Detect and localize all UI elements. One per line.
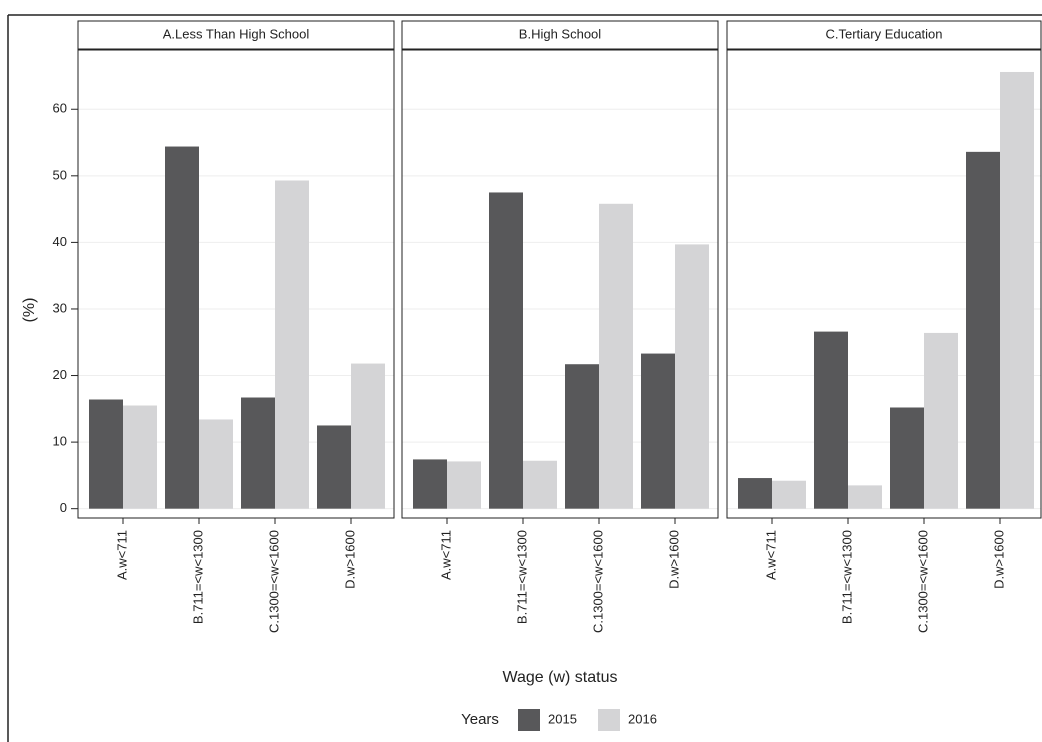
- bar: [966, 151, 1000, 509]
- bar: [924, 332, 958, 509]
- x-axis-title: Wage (w) status: [503, 669, 618, 686]
- bar: [317, 425, 351, 509]
- panel-border: [77, 49, 395, 519]
- bar: [123, 405, 157, 509]
- x-tick-label: A.w<711: [114, 530, 129, 580]
- legend-swatch: [598, 709, 620, 731]
- bar: [565, 364, 599, 509]
- x-tick-label: B.711=<w<1300: [839, 530, 854, 624]
- panel-title: A.Less Than High School: [163, 26, 310, 41]
- x-tick-label: C.1300=<w<1600: [266, 530, 281, 633]
- x-tick-label: A.w<711: [438, 530, 453, 580]
- y-tick-label: 50: [53, 167, 67, 182]
- x-tick-label: D.w>1600: [342, 530, 357, 589]
- x-tick-label: B.711=<w<1300: [190, 530, 205, 624]
- legend-label: 2016: [628, 711, 657, 726]
- bar: [489, 192, 523, 509]
- panel-title: C.Tertiary Education: [825, 26, 942, 41]
- bar: [199, 419, 233, 509]
- panel-border: [401, 49, 719, 519]
- bar: [413, 459, 447, 509]
- legend-title: Years: [461, 711, 499, 728]
- bar: [848, 485, 882, 509]
- panel-header: [726, 20, 1042, 50]
- x-tick-label: D.w>1600: [666, 530, 681, 589]
- x-tick-label: D.w>1600: [991, 530, 1006, 589]
- y-tick-label: 10: [53, 434, 67, 449]
- bar: [275, 180, 309, 509]
- bar: [523, 460, 557, 509]
- legend-swatch: [518, 709, 540, 731]
- x-tick-label: C.1300=<w<1600: [590, 530, 605, 633]
- panel-header: [401, 20, 719, 50]
- bar: [241, 397, 275, 509]
- y-tick-label: 20: [53, 367, 67, 382]
- y-tick-label: 30: [53, 300, 67, 315]
- bar: [772, 480, 806, 509]
- bar: [447, 461, 481, 509]
- x-tick-label: B.711=<w<1300: [514, 530, 529, 624]
- bar: [641, 353, 675, 509]
- panel-border: [726, 49, 1042, 519]
- panel-title: B.High School: [519, 26, 601, 41]
- y-tick-label: 60: [53, 101, 67, 116]
- bar: [738, 478, 772, 509]
- bar: [675, 244, 709, 509]
- bar: [89, 399, 123, 509]
- y-axis-title: (%): [21, 298, 38, 323]
- bar: [1000, 71, 1034, 509]
- panel-header: [77, 20, 395, 50]
- x-tick-label: C.1300=<w<1600: [915, 530, 930, 633]
- x-tick-label: A.w<711: [763, 530, 778, 580]
- bar: [814, 331, 848, 509]
- bar: [599, 203, 633, 509]
- legend-label: 2015: [548, 711, 577, 726]
- bar: [890, 407, 924, 509]
- y-tick-label: 0: [60, 500, 67, 515]
- y-tick-label: 40: [53, 234, 67, 249]
- bar: [165, 146, 199, 509]
- bar: [351, 363, 385, 509]
